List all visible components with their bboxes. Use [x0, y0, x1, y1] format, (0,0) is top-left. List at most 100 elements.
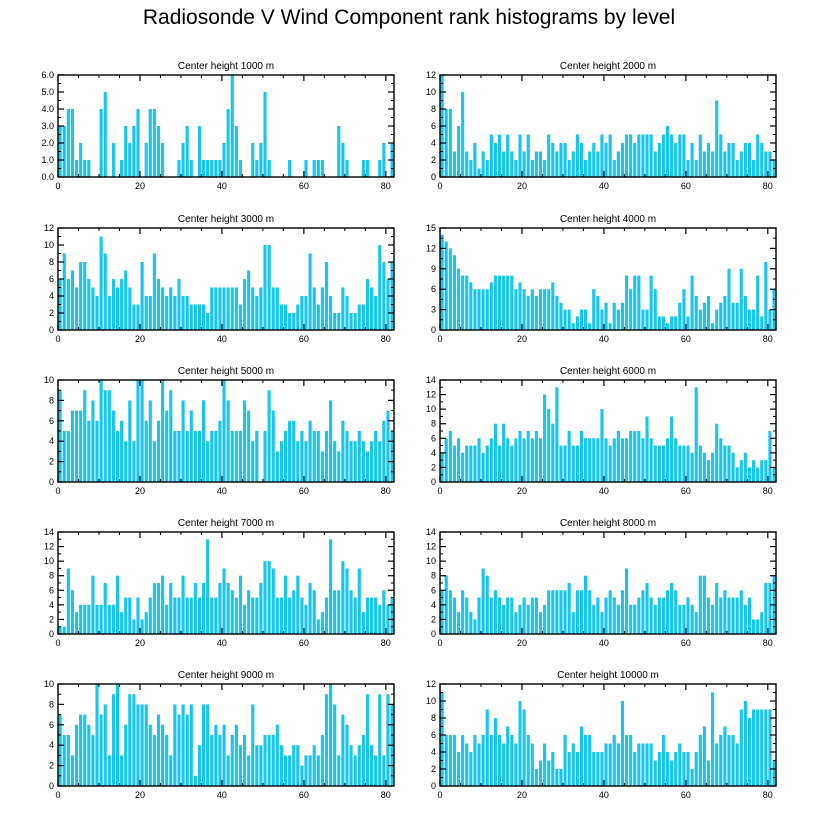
x-tick-label: 60 [299, 334, 309, 344]
bar [612, 597, 616, 634]
bar [637, 275, 641, 330]
chart-panel-10: Center height 10000 m 0 20 40 60 80 0 2 4 6 8 10 12 [426, 670, 777, 800]
bar [629, 431, 633, 482]
bar [91, 287, 95, 330]
x-tick-label: 40 [217, 181, 227, 191]
bar [120, 279, 124, 330]
bar [74, 287, 79, 330]
bar [510, 735, 514, 786]
bar [620, 590, 624, 634]
bar [502, 604, 506, 634]
bar [534, 151, 538, 177]
bar [567, 752, 571, 786]
bar [87, 604, 91, 634]
bar [324, 262, 329, 330]
bar [690, 452, 694, 482]
x-tick-label: 60 [299, 181, 309, 191]
bar [304, 755, 308, 786]
x-tick-label: 60 [681, 334, 691, 344]
bar [510, 275, 514, 330]
bar [210, 287, 214, 330]
y-tick-label: 12 [44, 542, 54, 552]
bar [345, 431, 349, 482]
bar [624, 735, 629, 786]
bar [641, 590, 645, 634]
bar [74, 724, 79, 786]
bar [230, 735, 234, 786]
bar [312, 431, 316, 482]
bar [711, 323, 715, 330]
bar [259, 745, 263, 786]
bar [341, 287, 345, 330]
bar [649, 134, 653, 177]
bar [70, 410, 74, 482]
bar [304, 296, 308, 330]
bar [559, 445, 563, 482]
x-tick-label: 20 [517, 334, 527, 344]
bar [674, 438, 678, 482]
bar [267, 735, 271, 786]
bar [538, 438, 543, 482]
bar [165, 410, 169, 482]
bar [575, 445, 579, 482]
y-tick-label: 4 [49, 600, 54, 610]
bar [320, 735, 324, 786]
bar [152, 583, 156, 634]
bar [530, 597, 534, 634]
bar [596, 597, 600, 634]
bar [279, 441, 283, 482]
bar [107, 390, 111, 482]
bar [477, 289, 481, 330]
bar [547, 134, 551, 177]
bar [230, 431, 234, 482]
bar [263, 431, 267, 482]
bar [70, 755, 74, 786]
bar [727, 143, 731, 177]
bar [653, 445, 657, 482]
bar [382, 262, 386, 330]
x-tick-label: 0 [55, 486, 60, 496]
bar [604, 597, 608, 634]
bar [58, 626, 62, 634]
bar [58, 390, 62, 482]
x-tick-label: 40 [217, 790, 227, 800]
chart-panel-5: Center height 5000 m 0 20 40 60 80 0 2 4 6 8 10 [44, 366, 395, 496]
bar [345, 160, 349, 177]
bar [452, 151, 456, 177]
bar [214, 431, 218, 482]
bar [526, 431, 530, 482]
bar [87, 279, 91, 330]
bar [694, 296, 698, 330]
bar [382, 590, 386, 634]
bar [444, 575, 448, 634]
panel-title: Center height 7000 m [178, 518, 274, 529]
bar [226, 109, 230, 177]
x-tick-label: 20 [517, 638, 527, 648]
bar [181, 143, 185, 177]
bar [279, 745, 283, 786]
bar [637, 743, 641, 786]
bar [353, 755, 357, 786]
bar [694, 612, 698, 634]
x-tick-label: 0 [55, 790, 60, 800]
bar [485, 445, 489, 482]
bar [62, 626, 66, 634]
bar [300, 296, 304, 330]
bar [678, 743, 682, 786]
bar [349, 745, 353, 786]
x-tick-label: 60 [681, 486, 691, 496]
bar [234, 431, 238, 482]
bar [440, 692, 444, 786]
bar [633, 143, 637, 177]
bar [382, 755, 386, 786]
bar [456, 752, 461, 786]
bar [136, 304, 140, 330]
bar [473, 289, 477, 330]
x-tick-label: 0 [437, 334, 442, 344]
bar [506, 275, 510, 330]
bar [522, 597, 526, 634]
bar [747, 309, 752, 330]
bar [300, 597, 304, 634]
chart-panel-1: Center height 1000 m 0 20 40 60 80 0.0 1.0 2.0 3.… [41, 61, 395, 191]
bar [304, 441, 308, 482]
